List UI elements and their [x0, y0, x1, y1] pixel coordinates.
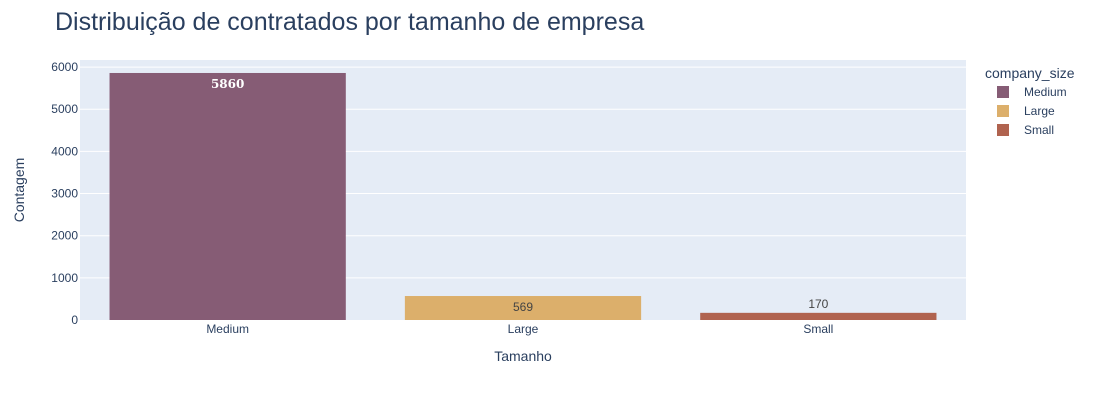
y-axis-title: Contagem — [11, 158, 27, 223]
y-tick-label: 0 — [71, 313, 78, 327]
bar-medium — [109, 72, 346, 320]
bars — [109, 72, 937, 320]
chart-title: Distribuição de contratados por tamanho … — [55, 8, 644, 36]
legend-label-medium[interactable]: Medium — [1024, 85, 1067, 99]
y-tick-label: 5000 — [51, 102, 78, 116]
legend-label-large[interactable]: Large — [1024, 104, 1055, 118]
y-tick-label: 1000 — [51, 271, 78, 285]
legend-title: company_size — [985, 65, 1075, 81]
y-axis-ticks: 0 1000 2000 3000 4000 5000 6000 — [51, 60, 78, 327]
legend: company_size Medium Large Small — [985, 65, 1075, 137]
bar-value-label: 5860 — [211, 77, 244, 91]
bar-value-label: 569 — [513, 300, 533, 314]
legend-swatch-small[interactable] — [997, 124, 1009, 136]
x-tick-label: Medium — [206, 322, 249, 336]
legend-swatch-medium[interactable] — [997, 86, 1009, 98]
y-tick-label: 4000 — [51, 144, 78, 158]
bar-large — [404, 296, 642, 320]
legend-label-small[interactable]: Small — [1024, 123, 1054, 137]
y-tick-label: 2000 — [51, 229, 78, 243]
x-tick-label: Small — [803, 322, 833, 336]
bar-small — [700, 312, 937, 320]
y-tick-label: 6000 — [51, 60, 78, 74]
x-axis-title: Tamanho — [494, 348, 552, 364]
x-axis-ticks: Medium Large Small — [206, 322, 833, 336]
y-tick-label: 3000 — [51, 187, 78, 201]
x-tick-label: Large — [508, 322, 539, 336]
legend-swatch-large[interactable] — [997, 105, 1009, 117]
bar-value-labels: 5860 569 170 — [211, 77, 829, 314]
bar-value-label: 170 — [808, 297, 828, 311]
